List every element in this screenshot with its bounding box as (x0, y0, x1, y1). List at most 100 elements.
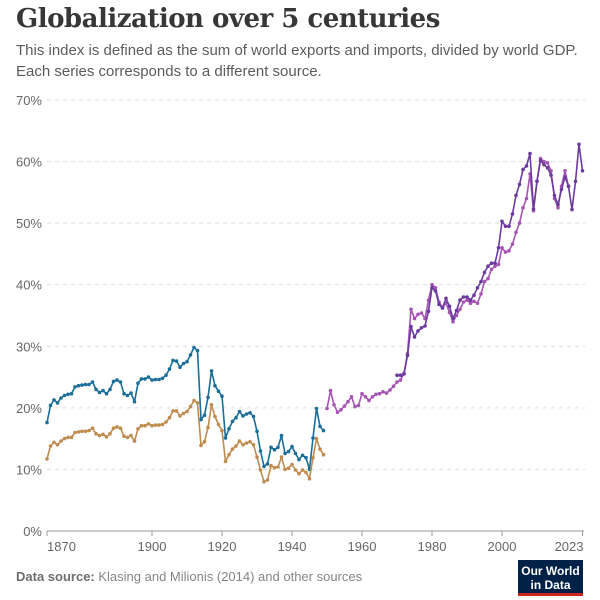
data-point[interactable] (514, 193, 518, 198)
data-point[interactable] (213, 414, 217, 419)
data-point[interactable] (80, 383, 84, 387)
data-point[interactable] (48, 403, 53, 408)
data-point[interactable] (489, 267, 494, 272)
data-point[interactable] (423, 324, 427, 328)
data-point[interactable] (97, 433, 102, 438)
data-point[interactable] (405, 353, 410, 358)
data-point[interactable] (510, 212, 515, 216)
data-point[interactable] (563, 169, 567, 173)
data-point[interactable] (486, 264, 490, 269)
data-point[interactable] (90, 380, 95, 384)
data-point[interactable] (118, 380, 123, 384)
data-point[interactable] (416, 312, 420, 317)
data-point[interactable] (482, 279, 487, 284)
data-point[interactable] (514, 230, 518, 235)
data-point[interactable] (174, 359, 179, 363)
data-point[interactable] (482, 270, 487, 275)
data-point[interactable] (248, 439, 252, 444)
data-point[interactable] (234, 415, 238, 420)
data-point[interactable] (255, 429, 259, 434)
data-point[interactable] (500, 246, 504, 250)
data-point[interactable] (167, 367, 172, 371)
data-point[interactable] (59, 396, 63, 400)
data-point[interactable] (143, 377, 147, 381)
data-point[interactable] (433, 286, 438, 290)
data-point[interactable] (227, 452, 231, 457)
data-point[interactable] (52, 398, 56, 402)
data-point[interactable] (367, 398, 371, 403)
data-point[interactable] (304, 455, 308, 460)
data-point[interactable] (97, 390, 102, 395)
data-point[interactable] (384, 391, 389, 395)
data-point[interactable] (174, 409, 179, 413)
data-point[interactable] (475, 286, 480, 290)
data-point[interactable] (475, 301, 480, 306)
data-point[interactable] (391, 384, 396, 389)
data-point[interactable] (521, 167, 525, 172)
data-point[interactable] (230, 447, 235, 451)
data-point[interactable] (199, 417, 203, 422)
data-point[interactable] (262, 464, 266, 469)
data-point[interactable] (248, 411, 252, 415)
data-point[interactable] (69, 435, 74, 440)
data-point[interactable] (307, 476, 312, 481)
data-point[interactable] (451, 319, 455, 324)
data-point[interactable] (318, 424, 322, 429)
data-point[interactable] (293, 451, 298, 456)
data-point[interactable] (188, 353, 193, 357)
data-point[interactable] (192, 398, 196, 403)
data-point[interactable] (62, 393, 67, 398)
data-point[interactable] (202, 439, 207, 444)
data-point[interactable] (465, 295, 469, 299)
data-point[interactable] (290, 444, 294, 449)
data-point[interactable] (272, 465, 277, 470)
data-point[interactable] (552, 193, 557, 198)
data-point[interactable] (160, 422, 165, 427)
data-point[interactable] (146, 375, 151, 379)
data-point[interactable] (129, 391, 133, 395)
data-point[interactable] (454, 308, 459, 313)
data-point[interactable] (139, 377, 144, 381)
data-point[interactable] (318, 447, 322, 451)
data-point[interactable] (227, 427, 231, 431)
data-point[interactable] (164, 373, 168, 378)
data-point[interactable] (185, 409, 189, 414)
data-point[interactable] (69, 391, 74, 396)
data-point[interactable] (237, 409, 242, 414)
data-point[interactable] (290, 462, 294, 467)
data-point[interactable] (503, 250, 508, 254)
data-point[interactable] (381, 390, 385, 394)
data-point[interactable] (223, 436, 228, 440)
data-point[interactable] (549, 173, 553, 177)
data-point[interactable] (566, 184, 571, 188)
data-point[interactable] (535, 179, 539, 184)
data-point[interactable] (363, 395, 368, 399)
data-point[interactable] (185, 359, 189, 364)
data-point[interactable] (556, 206, 560, 210)
data-point[interactable] (241, 414, 245, 418)
data-point[interactable] (101, 432, 105, 437)
data-point[interactable] (507, 249, 511, 253)
data-point[interactable] (188, 404, 193, 409)
data-point[interactable] (206, 425, 210, 430)
data-point[interactable] (111, 379, 116, 384)
data-point[interactable] (160, 376, 165, 381)
data-point[interactable] (395, 380, 399, 384)
data-point[interactable] (314, 406, 319, 411)
data-point[interactable] (440, 306, 445, 310)
data-point[interactable] (87, 382, 91, 387)
data-point[interactable] (311, 436, 315, 440)
data-point[interactable] (115, 425, 119, 429)
data-point[interactable] (241, 443, 245, 447)
data-point[interactable] (556, 202, 560, 207)
data-point[interactable] (101, 388, 105, 393)
data-point[interactable] (339, 407, 343, 412)
data-point[interactable] (402, 372, 406, 376)
data-point[interactable] (223, 459, 228, 464)
data-point[interactable] (83, 382, 88, 387)
data-point[interactable] (73, 385, 77, 389)
data-point[interactable] (206, 395, 210, 400)
data-point[interactable] (293, 468, 298, 472)
data-point[interactable] (370, 395, 375, 399)
data-point[interactable] (164, 420, 168, 424)
